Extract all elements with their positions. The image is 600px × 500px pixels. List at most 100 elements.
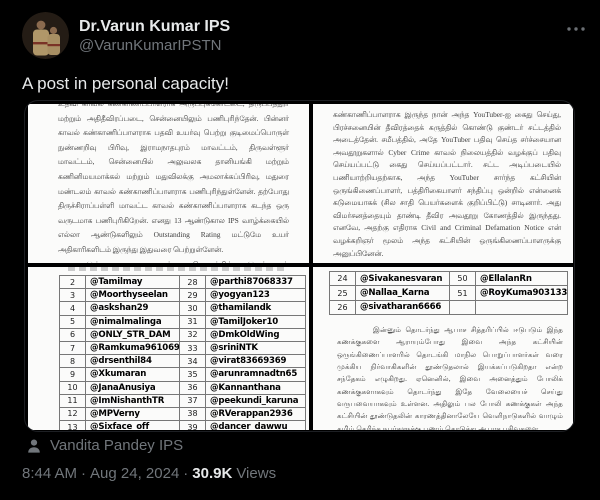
username-cell: @yogyan123 [205,288,306,303]
rank-cell: 7 [59,340,86,356]
tweet-text: A post in personal capacity! [22,74,229,93]
rank-cell: 8 [59,354,86,369]
username-cell: @virat83669369 [205,354,306,369]
rank-cell: 13 [59,420,86,430]
username-cell: @Sivakanesvaran [355,270,450,287]
tagged-person-name: Vandita Pandey IPS [50,437,184,454]
username-cell: @Ramkuma96106990 [85,340,180,356]
accounts-table-left: 2 @Tamilmay 28 @parthi87068337 3 @Moorth… [59,274,306,430]
rank-cell: 32 [179,327,206,342]
rank-cell: 51 [449,285,476,301]
username-cell: @ONLY_STR_DAM [85,327,180,342]
table-row: 12 @MPVerny 38 @RVerappan2936 [59,406,306,422]
table-row: 7 @Ramkuma96106990 33 @sriniNTK [59,340,306,356]
rank-cell: 5 [59,314,86,329]
table-row: 8 @drsenthil84 34 @virat83669369 [59,354,306,369]
accounts-table-right: 24 @Sivakanesvaran 50 @EllalanRn 25 @Nal… [329,270,568,316]
rank-cell: 31 [179,314,206,329]
table-row: 5 @nimalmalinga 31 @TamilJoker10 [59,314,306,329]
person-icon [28,439,40,453]
rank-cell: 34 [179,354,206,369]
username-cell: @Xkumaran [85,367,180,382]
rank-cell: 38 [179,406,206,422]
rank-cell: 25 [329,285,356,301]
username-cell: @RVerappan2936 [205,406,306,422]
username-cell: @EllalanRn [475,270,568,287]
tamil-paragraph-lastline: இன்று ஒரு மாவட்ட பொறுப்பில் இருந்தாலும்க… [58,258,289,263]
timestamp-row: 8:44 AM · Aug 24, 2024 · 30.9K Views [22,465,276,482]
rank-cell: 36 [179,380,206,395]
rank-cell: 4 [59,301,86,316]
tweet-image[interactable]: உதவி காவல் கண்காணிப்பாளராக அருப்புக்கோட்… [24,100,575,432]
separator-dot: · [183,465,189,482]
table-row: 13 @Sixface_off 39 @dancer_dawwu [59,420,306,430]
table-row: 24 @Sivakanesvaran 50 @EllalanRn [329,270,568,287]
username-cell: @ImNishanthTR [85,393,180,408]
more-button[interactable] [566,12,586,59]
username-cell: @thamilandk [205,301,306,316]
username-cell [475,299,568,316]
collage-divider-horizontal [28,263,309,267]
rank-cell: 50 [449,270,476,287]
image-quadrant-bottom-right: 24 @Sivakanesvaran 50 @EllalanRn 25 @Nal… [313,267,573,430]
views-count[interactable]: 30.9K [192,465,233,482]
username-cell: @drsenthil84 [85,354,180,369]
table-row: 4 @askshan29 30 @thamilandk [59,301,306,316]
tweet-header: Dr.Varun Kumar IPS @VarunKumarIPSTN [22,12,586,59]
table-row: 25 @Nallaa_Karna 51 @RoyKuma90313394 [329,285,568,301]
author-block: Dr.Varun Kumar IPS @VarunKumarIPSTN [79,12,230,59]
username-cell: @Nallaa_Karna [355,285,450,301]
username-cell: @Sixface_off [85,420,180,430]
rank-cell: 30 [179,301,206,316]
username-cell: @Moorthyseelan [85,288,180,303]
separator-dot: · [81,465,87,482]
username-cell: @Kannanthana [205,380,306,395]
username-cell: @parthi87068337 [205,274,306,290]
tagged-people-row[interactable]: Vandita Pandey IPS [26,437,183,454]
table-row: 11 @ImNishanthTR 37 @peekundi_karuna [59,393,306,408]
post-date: Aug 24, 2024 [90,465,180,482]
username-cell: @JanaAnusiya [85,380,180,395]
image-quadrant-bottom-left: 2 @Tamilmay 28 @parthi87068337 3 @Moorth… [28,267,309,430]
username-cell: @nimalmalinga [85,314,180,329]
rank-cell: 35 [179,367,206,382]
post-time: 8:44 AM [22,465,78,482]
username-cell: @askshan29 [85,301,180,316]
rank-cell: 6 [59,327,86,342]
rank-cell: 12 [59,406,86,422]
table-row: 26 @sivatharan6666 [329,299,568,316]
rank-cell: 10 [59,380,86,395]
tamil-paragraph: இன்னும் தொடர்ந்து ஆபாச சித்தரிப்பில் ஈடு… [337,326,563,430]
cut-text-sliver [68,267,285,271]
table-row: 3 @Moorthyseelan 29 @yogyan123 [59,288,306,303]
rank-cell: 33 [179,340,206,356]
table-row: 2 @Tamilmay 28 @parthi87068337 [59,274,306,290]
username-cell: @sriniNTK [205,340,306,356]
tamil-paragraph: கண்காணிப்பாளராக இருந்த நான் அந்த YouTube… [333,110,561,258]
author-name[interactable]: Dr.Varun Kumar IPS [79,18,231,35]
rank-cell: 3 [59,288,86,303]
avatar[interactable] [22,12,69,59]
rank-cell: 11 [59,393,86,408]
username-cell: @TamilJoker10 [205,314,306,329]
avatar-photo [22,12,69,59]
views-label: Views [236,465,277,482]
username-cell: @Tamilmay [85,274,180,290]
username-cell: @DmkOldWing [205,327,306,342]
collage-divider-vertical [309,104,313,263]
rank-cell: 28 [179,274,206,290]
username-cell: @arunramnadtn65 [205,367,306,382]
username-cell: @sivatharan6666 [355,299,450,316]
rank-cell [449,299,476,316]
rank-cell: 29 [179,288,206,303]
rank-cell: 2 [59,274,86,290]
table-row: 6 @ONLY_STR_DAM 32 @DmkOldWing [59,327,306,342]
table-row: 9 @Xkumaran 35 @arunramnadtn65 [59,367,306,382]
rank-cell: 24 [329,270,356,287]
username-cell: @RoyKuma90313394 [475,285,568,301]
rank-cell: 9 [59,367,86,382]
rank-cell: 26 [329,299,356,316]
ellipsis-icon [567,27,585,31]
author-handle[interactable]: @VarunKumarIPSTN [79,37,222,54]
